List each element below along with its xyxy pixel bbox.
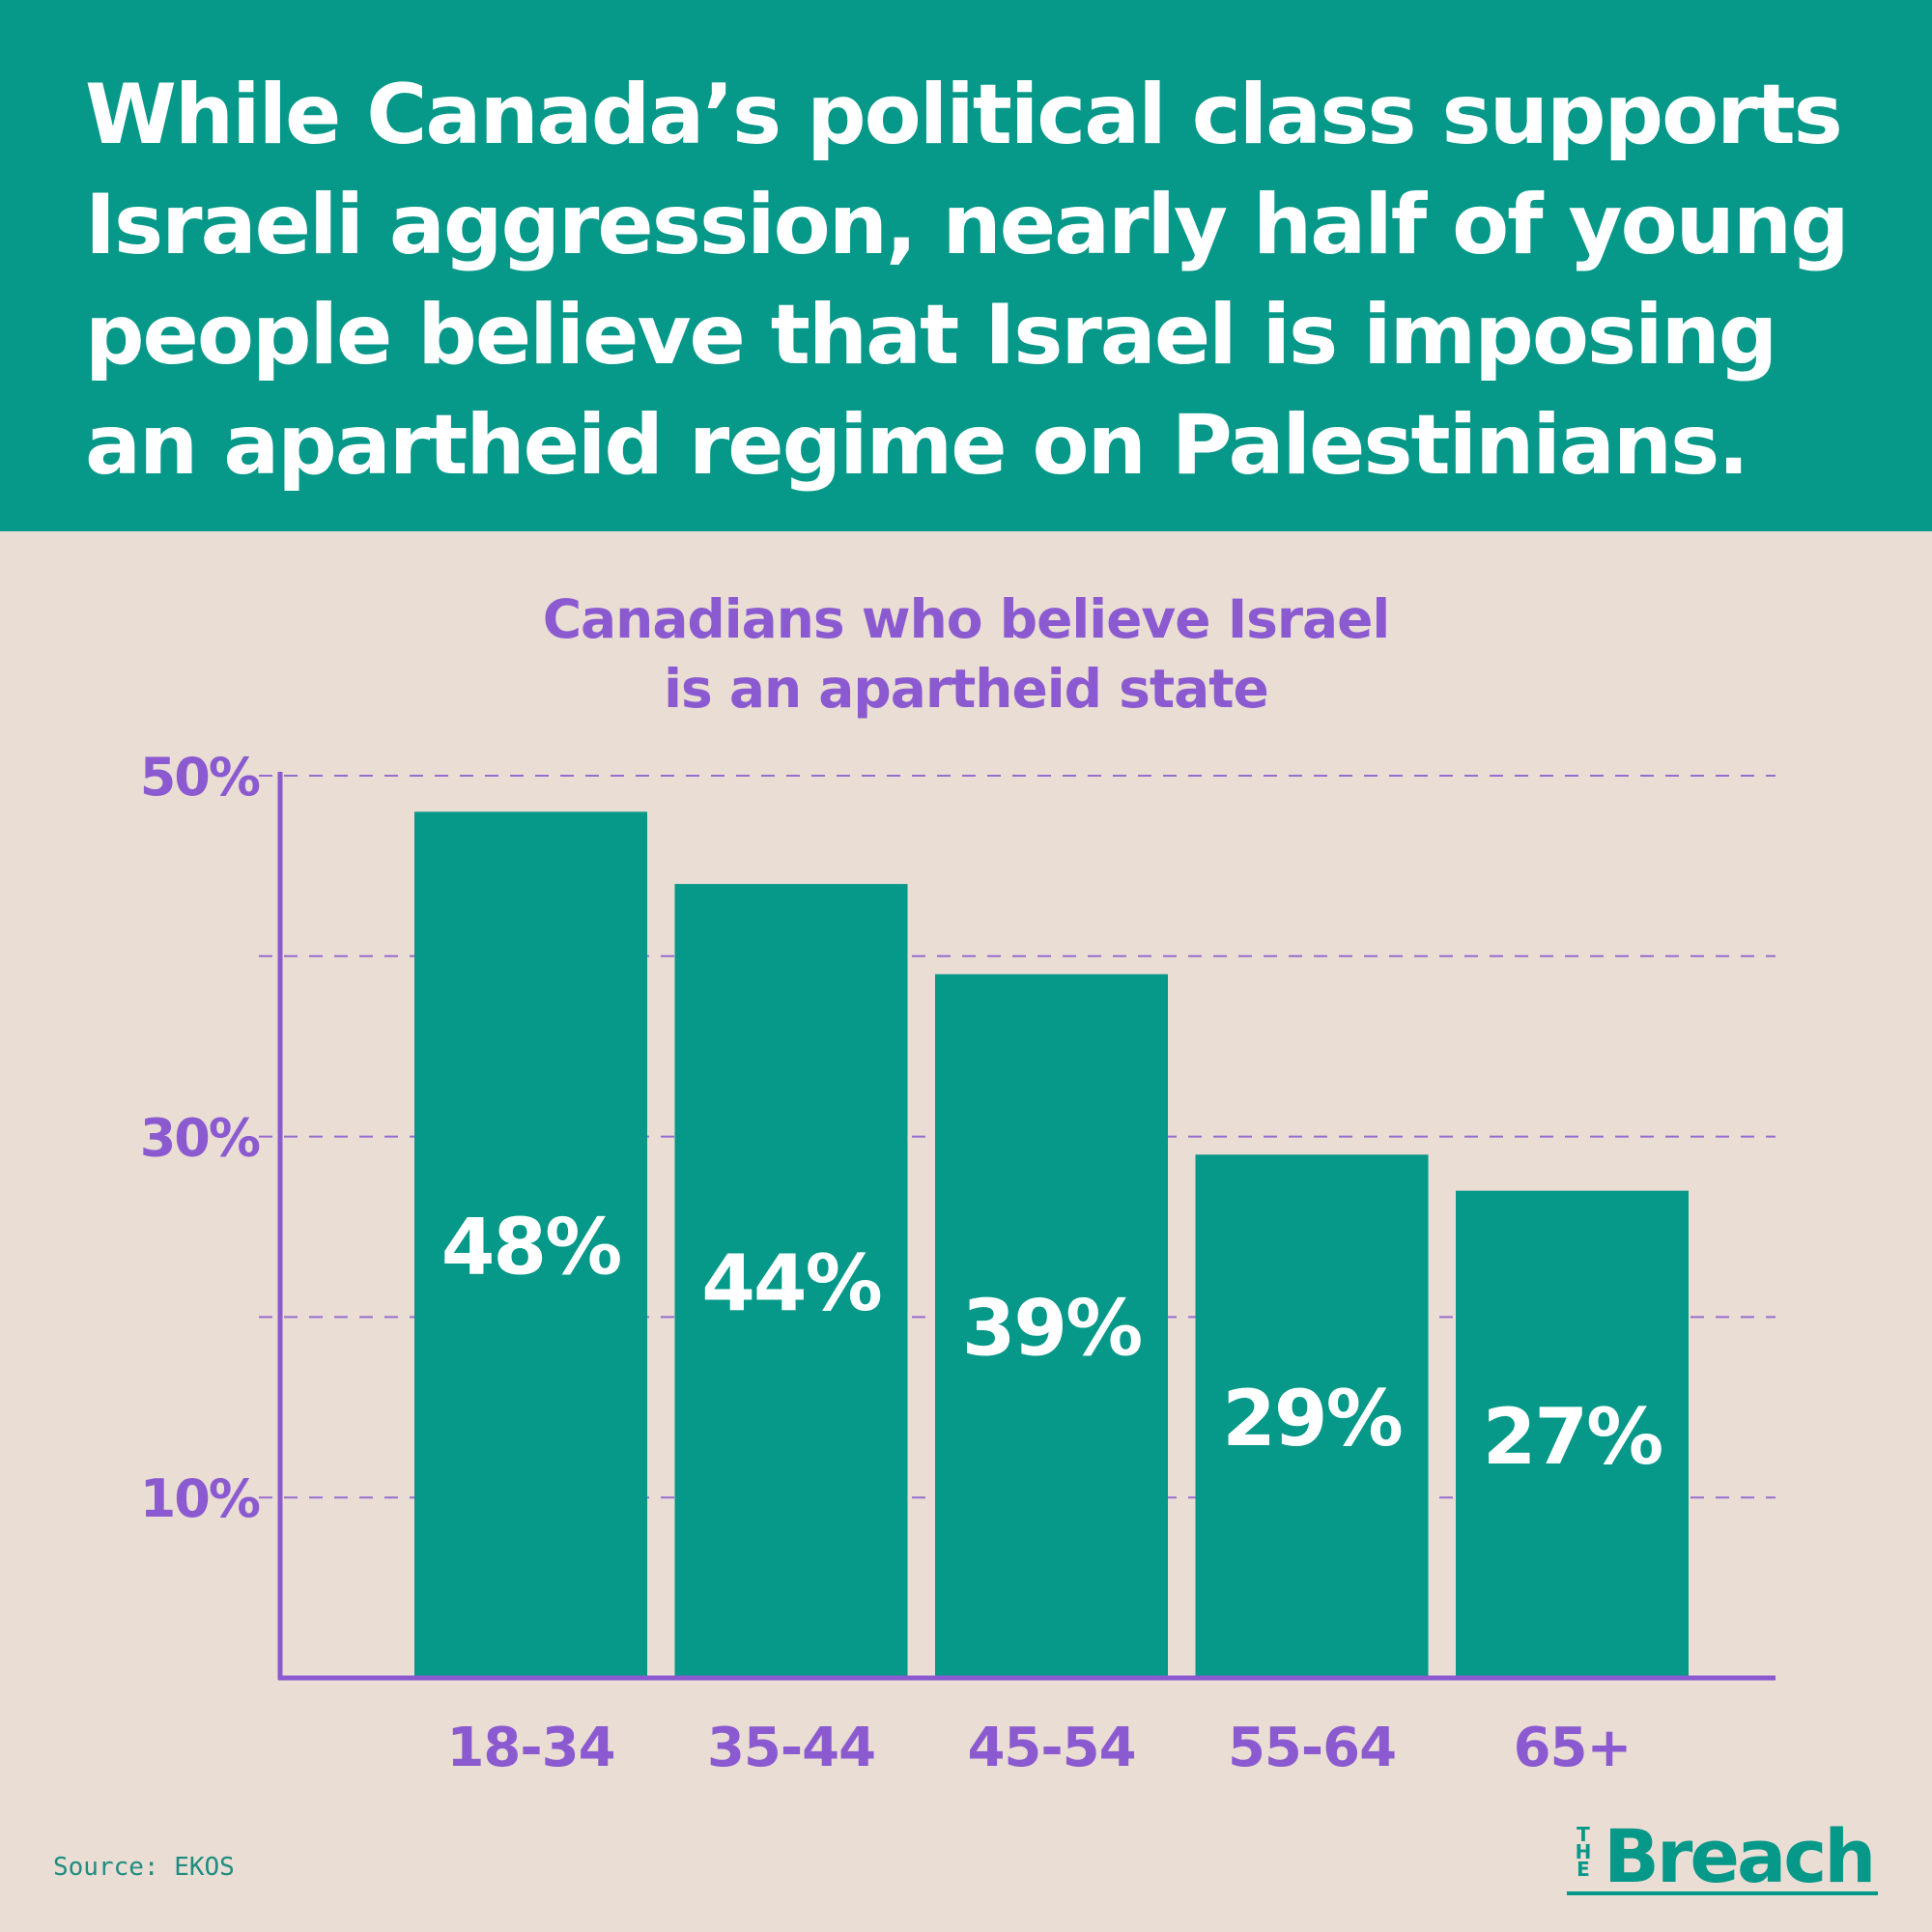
header-banner: While Canada’s political class supports …: [0, 0, 1932, 531]
chart-title: Canadians who believe Israel is an apart…: [386, 584, 1546, 724]
y-tick-label: 50%: [140, 747, 260, 808]
bar-35-44: [674, 884, 908, 1678]
bar-value-label: 48%: [441, 1203, 620, 1293]
logo-the-letter: T: [1577, 1823, 1590, 1846]
x-tick-label: 18-34: [446, 1717, 614, 1779]
x-tick-label: 45-54: [967, 1717, 1135, 1779]
bar-value-label: 29%: [1222, 1374, 1401, 1463]
bar-value-label: 39%: [962, 1284, 1141, 1374]
bar-65+: [1456, 1190, 1689, 1678]
x-tick-label: 55-64: [1228, 1717, 1396, 1779]
logo-word: Breach: [1604, 1813, 1874, 1888]
chart-title-line-2: is an apartheid state: [664, 658, 1269, 720]
x-tick-label: 35-44: [707, 1717, 875, 1779]
logo-the-letter: H: [1575, 1840, 1592, 1863]
logo-the-letter: E: [1577, 1858, 1590, 1881]
y-tick-label: 30%: [140, 1108, 260, 1169]
bar-45-54: [935, 974, 1168, 1678]
bar-value-label: 27%: [1483, 1392, 1662, 1482]
logo-underline: [1567, 1891, 1878, 1895]
y-tick-label: 10%: [140, 1468, 260, 1529]
bar-55-64: [1195, 1154, 1429, 1678]
source-note: Source: EKOS: [53, 1853, 235, 1882]
headline: While Canada’s political class supports …: [85, 67, 1850, 494]
chart-title-line-1: Canadians who believe Israel: [542, 588, 1391, 650]
x-tick-label: 65+: [1514, 1717, 1632, 1779]
bar-value-label: 44%: [701, 1238, 880, 1328]
bar-18-34: [414, 811, 647, 1678]
